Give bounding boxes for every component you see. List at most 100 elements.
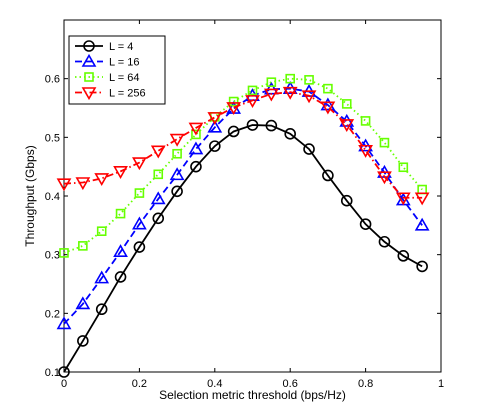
data-point: [169, 133, 185, 147]
data-point: [132, 157, 147, 171]
legend-entry: L = 16: [75, 53, 139, 69]
data-point: [153, 169, 164, 180]
legend-label: L = 16: [109, 57, 139, 69]
series-0: [58, 119, 428, 378]
legend-marker: [81, 53, 97, 67]
legend-label: L = 256: [109, 88, 146, 100]
data-point: [114, 271, 127, 283]
data-point: [95, 303, 108, 316]
data-point: [397, 250, 410, 262]
data-point: [56, 178, 72, 192]
legend-label: L = 4: [109, 41, 133, 53]
data-point: [341, 99, 352, 109]
data-point: [358, 144, 373, 158]
data-point: [172, 148, 182, 159]
y-tick-label: 0.1: [45, 367, 60, 379]
x-tick-label: 0: [61, 378, 67, 390]
legend-marker: [81, 87, 97, 101]
data-point: [77, 335, 89, 347]
data-point: [94, 173, 110, 187]
legend: L = 4 L = 16 L = 64 L = 256: [68, 35, 166, 105]
data-point: [416, 260, 428, 273]
data-point: [227, 125, 240, 138]
legend-entry: L = 64: [75, 72, 139, 84]
data-point: [320, 97, 336, 111]
x-tick-label: 0.8: [358, 378, 373, 390]
data-point: [56, 316, 72, 330]
series-line: [63, 87, 423, 325]
data-point: [247, 85, 258, 96]
data-point: [323, 83, 333, 94]
data-point: [414, 217, 430, 231]
data-point: [132, 216, 147, 230]
data-point: [398, 162, 409, 173]
data-point: [284, 128, 297, 140]
data-point: [75, 296, 91, 310]
data-point: [340, 194, 353, 207]
data-point: [265, 119, 278, 132]
data-point: [188, 122, 204, 136]
data-point: [150, 191, 166, 205]
series-2: [59, 73, 427, 258]
data-point: [320, 101, 336, 115]
data-point: [245, 95, 260, 108]
x-tick-label: 0.6: [283, 378, 298, 390]
y-tick-label: 0.3: [45, 250, 60, 262]
y-tick-label: 0.5: [45, 132, 60, 144]
x-tick-label: 0.4: [207, 378, 222, 390]
y-tick-label: 0.4: [45, 191, 60, 203]
data-point: [207, 119, 223, 133]
legend-marker: [83, 40, 95, 52]
data-point: [282, 86, 298, 100]
data-point: [322, 169, 334, 182]
data-point: [304, 75, 314, 85]
data-point: [115, 208, 126, 219]
x-tick-label: 1: [438, 378, 444, 390]
data-point: [263, 88, 279, 102]
y-tick-label: 0.6: [45, 74, 60, 86]
data-point: [377, 171, 392, 185]
legend-marker: [84, 72, 94, 82]
data-point: [339, 119, 355, 133]
legend-label: L = 64: [109, 72, 139, 84]
data-point: [378, 235, 391, 248]
data-point: [228, 96, 239, 107]
data-point: [150, 145, 166, 159]
data-point: [266, 77, 277, 87]
data-point: [395, 192, 411, 206]
data-point: [75, 177, 91, 191]
data-point: [207, 112, 223, 125]
data-point: [113, 166, 128, 179]
data-point: [359, 218, 372, 230]
data-point: [191, 129, 201, 140]
y-tick-label: 0.2: [45, 308, 60, 320]
data-point: [59, 248, 69, 258]
data-point: [78, 241, 88, 251]
data-point: [190, 160, 202, 173]
x-tick-label: 0.2: [132, 378, 147, 390]
data-point: [246, 119, 259, 131]
legend-entry: L = 256: [75, 87, 146, 101]
series-line: [63, 91, 423, 199]
data-point: [58, 366, 70, 378]
data-point: [152, 212, 165, 225]
y-axis-label: Throughput (Gbps): [23, 145, 37, 246]
data-point: [94, 270, 110, 284]
data-point: [285, 73, 296, 84]
data-point: [303, 143, 315, 155]
data-point: [226, 102, 242, 116]
data-point: [113, 244, 128, 258]
data-point: [360, 116, 371, 126]
data-point: [379, 137, 390, 148]
x-axis-label: Selection metric threshold (bps/Hz): [159, 388, 346, 402]
series-layer: [56, 73, 430, 378]
data-point: [169, 167, 185, 181]
data-point: [301, 90, 317, 104]
data-point: [134, 188, 145, 198]
series-3: [56, 86, 430, 206]
legend-entry: L = 4: [75, 40, 133, 53]
axes: 0 0.2 0.4 0.6 0.8 1 0.1 0.2 0.3 0.4 0.5 0.6: [45, 19, 444, 390]
data-point: [209, 140, 221, 152]
data-point: [133, 241, 146, 253]
